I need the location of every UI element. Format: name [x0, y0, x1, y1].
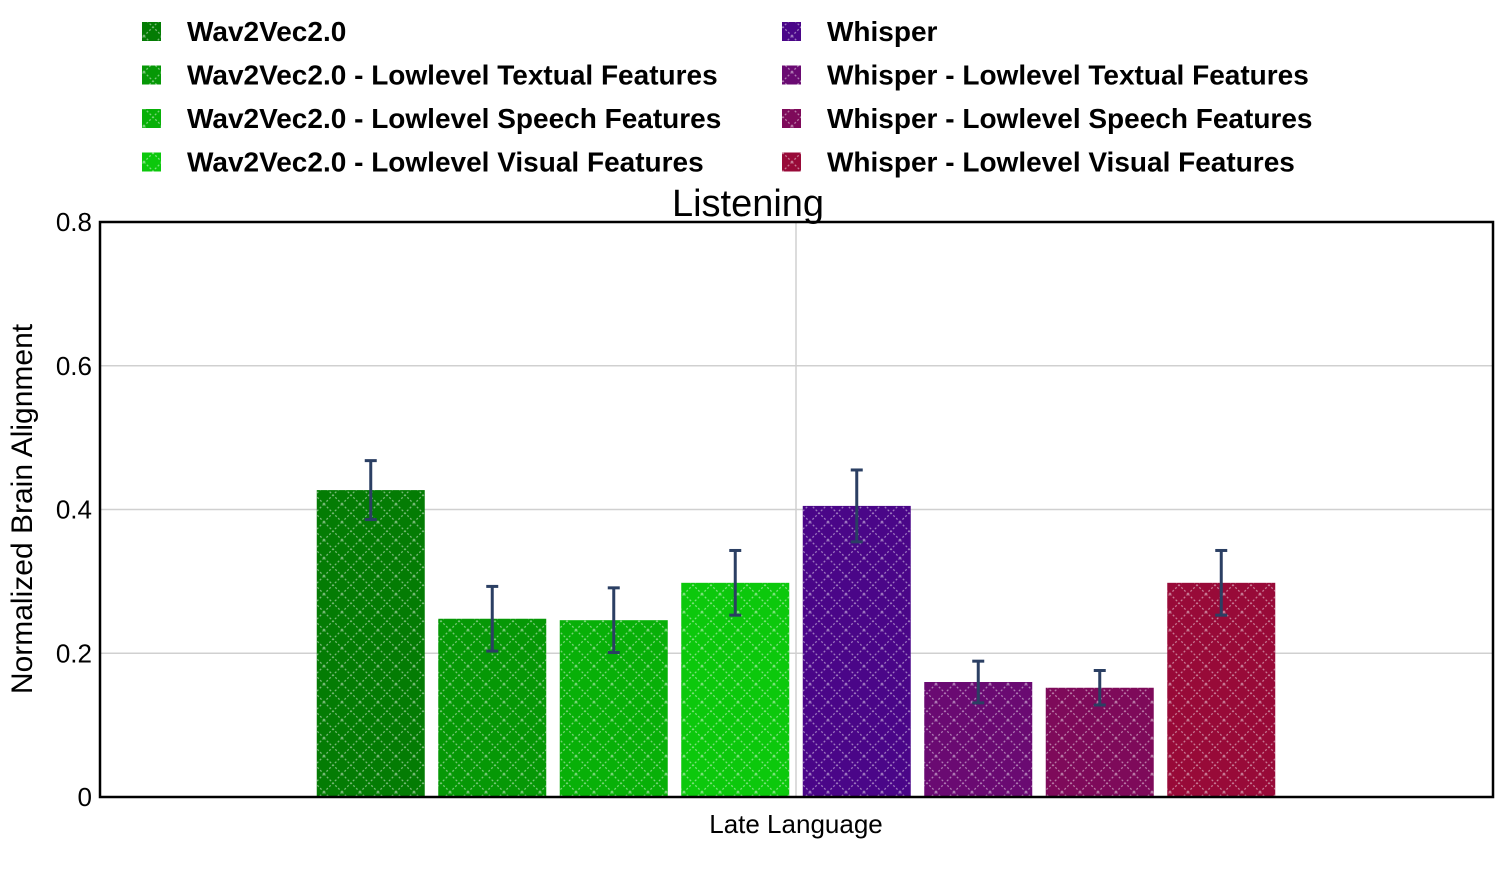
legend-swatch-hatch [142, 109, 161, 128]
y-axis-ticks: 0 0.2 0.4 0.6 0.8 [56, 207, 92, 812]
legend-swatch-hatch [782, 65, 801, 85]
bar-hatch [316, 490, 425, 797]
legend-label: Wav2Vec2.0 - Lowlevel Textual Features [187, 60, 718, 91]
chart-title: Listening [672, 183, 824, 225]
error-bars [364, 459, 1228, 707]
legend-label: Wav2Vec2.0 - Lowlevel Speech Features [187, 103, 721, 134]
legend-label: Whisper - Lowlevel Textual Features [827, 60, 1309, 91]
y-tick-label: 0.4 [56, 495, 92, 525]
legend-swatch-hatch [142, 152, 161, 172]
grid [100, 222, 1493, 797]
y-axis-label: Normalized Brain Alignment [6, 323, 39, 694]
y-tick-label: 0.2 [56, 638, 92, 668]
category-label: Late Language [709, 809, 883, 839]
legend-label: Whisper - Lowlevel Speech Features [827, 103, 1312, 134]
legend-label: Wav2Vec2.0 [187, 16, 346, 47]
bar-hatch [681, 582, 790, 797]
plot-frame [98, 220, 1495, 799]
y-tick-label: 0 [78, 782, 92, 812]
legend-swatch-hatch [142, 65, 161, 85]
legend: Wav2Vec2.0 Wav2Vec2.0 - Lowlevel Textual … [142, 16, 1312, 178]
legend-swatch-hatch [782, 22, 801, 41]
bar-hatch [1167, 582, 1276, 797]
legend-label: Whisper - Lowlevel Visual Features [827, 147, 1295, 178]
legend-label: Wav2Vec2.0 - Lowlevel Visual Features [187, 147, 704, 178]
legend-swatch-hatch [142, 22, 161, 41]
y-tick-label: 0.6 [56, 351, 92, 381]
y-tick-label: 0.8 [56, 207, 92, 237]
legend-swatch-hatch [782, 152, 801, 172]
legend-swatch-hatch [782, 109, 801, 128]
bar-hatch [802, 505, 911, 797]
legend-label: Whisper [827, 16, 938, 47]
